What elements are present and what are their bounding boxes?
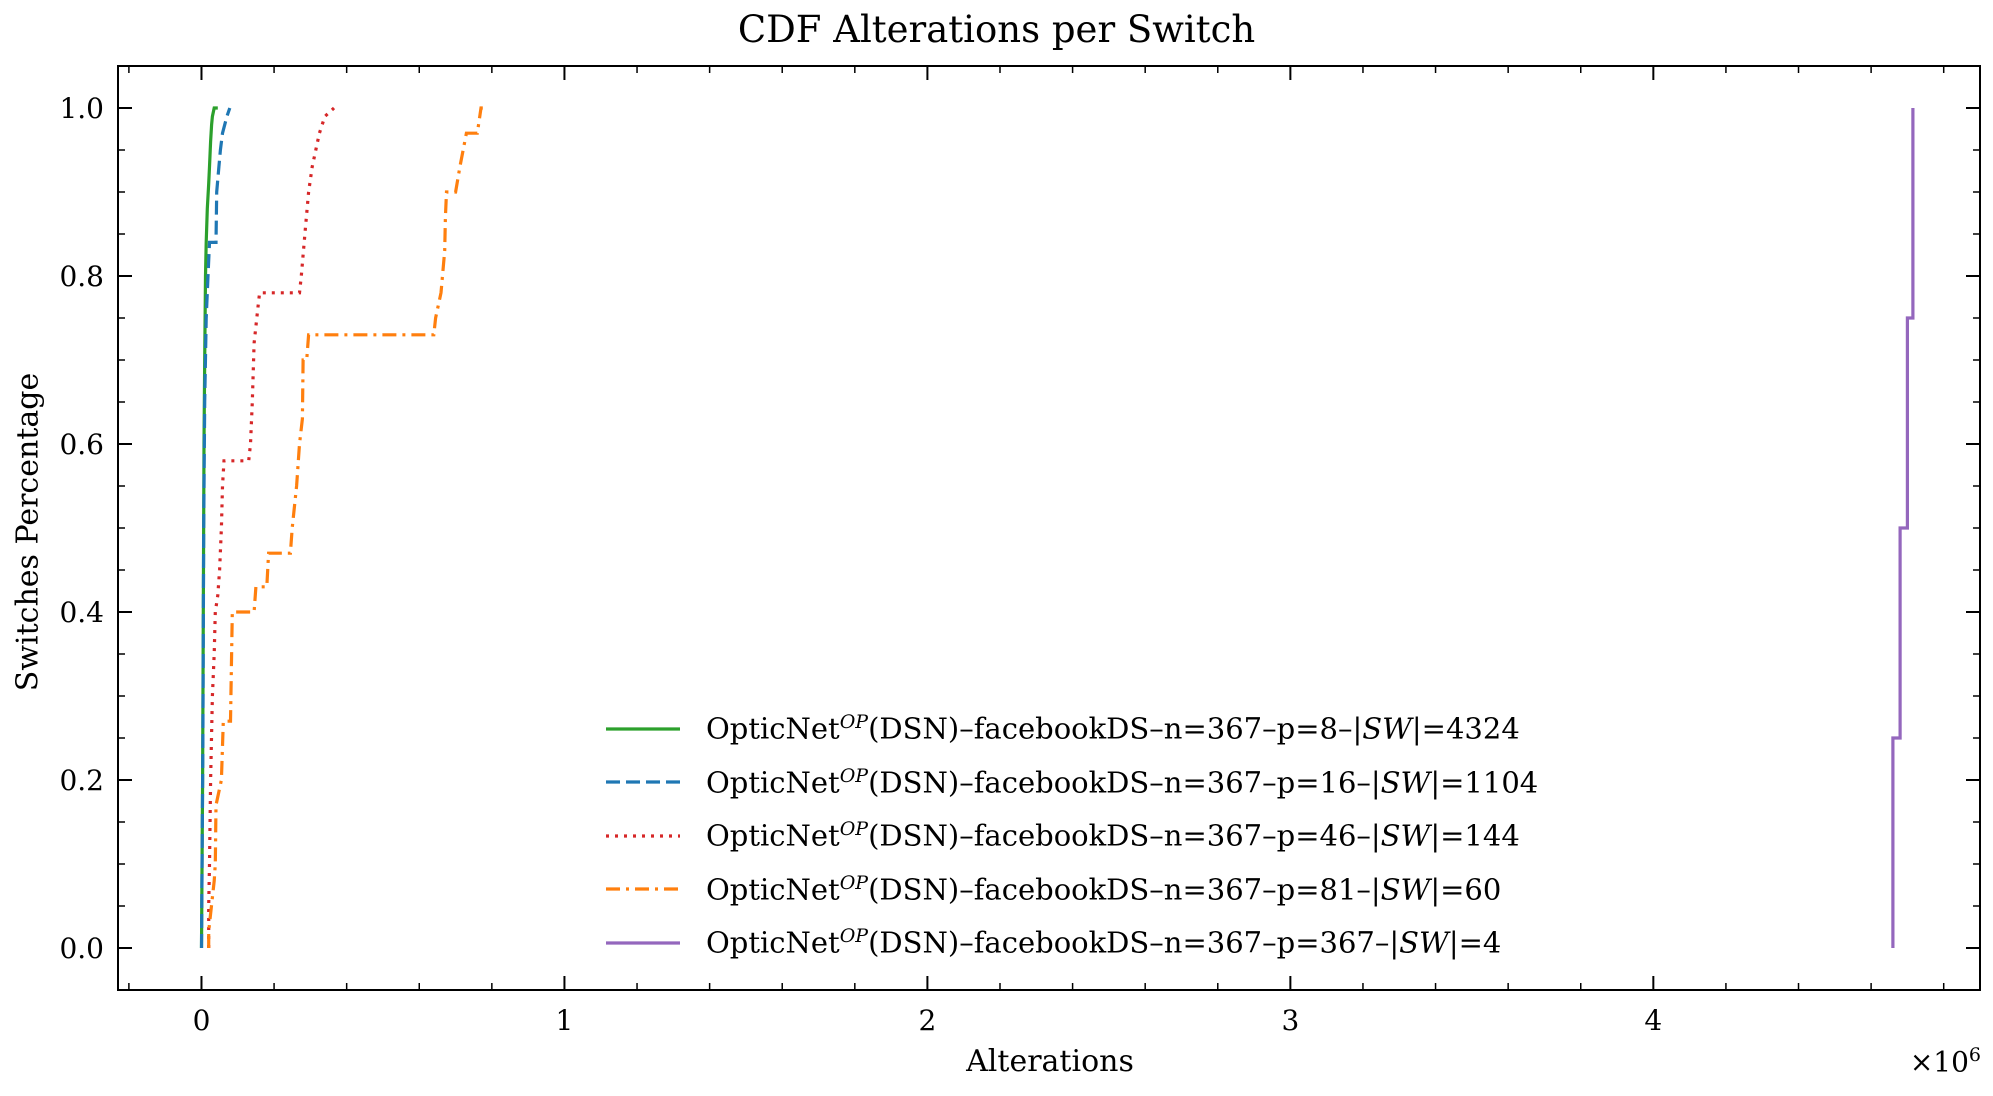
chart-legend: OpticNetOP(DSN)–facebookDS–n=367–p=8–|SW… xyxy=(606,702,1538,970)
series-line-2 xyxy=(199,107,232,949)
x-axis-multiplier-exponent: 6 xyxy=(1968,1044,1981,1066)
x-tick-label: 0 xyxy=(193,1004,211,1037)
y-axis-label: Switches Percentage xyxy=(10,372,46,692)
axis-tick-labels: 0 1 2 3 4 0.0 0.2 0.4 0.6 0.8 1.0 xyxy=(59,92,1662,1037)
x-axis-multiplier-base: ×10 xyxy=(1909,1045,1969,1079)
x-tick-label: 2 xyxy=(918,1004,936,1037)
legend-item: OpticNetOP(DSN)–facebookDS–n=367–p=8–|SW… xyxy=(606,702,1538,756)
x-tick-label: 3 xyxy=(1281,1004,1299,1037)
legend-swatch xyxy=(606,834,680,838)
x-tick-label: 1 xyxy=(556,1004,574,1037)
legend-swatch xyxy=(606,780,680,784)
legend-label: OpticNetOP(DSN)–facebookDS–n=367–p=367–|… xyxy=(706,925,1502,961)
series-line-5 xyxy=(1891,108,1915,948)
series-layer xyxy=(199,106,1915,949)
y-tick-label: 0.6 xyxy=(59,428,104,461)
legend-swatch xyxy=(606,941,680,945)
legend-item: OpticNetOP(DSN)–facebookDS–n=367–p=367–|… xyxy=(606,916,1538,970)
legend-item: OpticNetOP(DSN)–facebookDS–n=367–p=46–|S… xyxy=(606,809,1538,863)
series-line-3 xyxy=(207,106,336,948)
y-tick-label: 0.8 xyxy=(59,260,104,293)
legend-item: OpticNetOP(DSN)–facebookDS–n=367–p=16–|S… xyxy=(606,756,1538,810)
x-axis-multiplier: ×106 xyxy=(1910,1044,1981,1078)
x-tick-label: 4 xyxy=(1644,1004,1662,1037)
legend-label: OpticNetOP(DSN)–facebookDS–n=367–p=16–|S… xyxy=(706,764,1539,800)
series-line-4 xyxy=(207,106,483,948)
y-tick-label: 0.2 xyxy=(59,764,104,797)
legend-swatch xyxy=(606,727,680,731)
y-tick-label: 0.4 xyxy=(59,596,104,629)
legend-item: OpticNetOP(DSN)–facebookDS–n=367–p=81–|S… xyxy=(606,863,1538,917)
legend-swatch xyxy=(606,887,680,891)
x-axis-label: Alterations xyxy=(966,1044,1134,1079)
legend-label: OpticNetOP(DSN)–facebookDS–n=367–p=8–|SW… xyxy=(706,711,1520,747)
legend-label: OpticNetOP(DSN)–facebookDS–n=367–p=81–|S… xyxy=(706,871,1502,907)
y-tick-label: 0.0 xyxy=(59,932,104,965)
axis-ticks xyxy=(118,66,1980,990)
chart-title: CDF Alterations per Switch xyxy=(737,8,1256,51)
y-tick-label: 1.0 xyxy=(59,92,104,125)
legend-label: OpticNetOP(DSN)–facebookDS–n=367–p=46–|S… xyxy=(706,818,1520,854)
